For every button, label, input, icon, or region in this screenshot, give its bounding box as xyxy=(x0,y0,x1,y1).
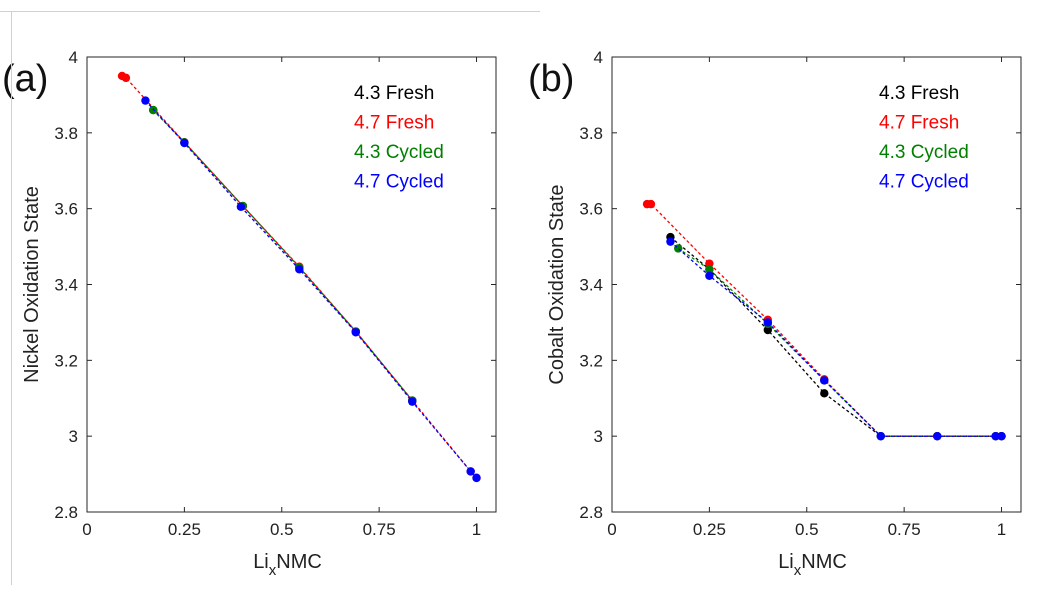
x-tick-label: 0.25 xyxy=(168,520,201,539)
y-tick-label: 4 xyxy=(594,48,603,67)
x-tick-label: 0.25 xyxy=(693,520,726,539)
x-axis-label-main: Li xyxy=(778,551,794,573)
y-tick-label: 3.8 xyxy=(54,124,78,143)
plot-frame xyxy=(611,56,1022,513)
data-point xyxy=(121,73,131,83)
left-border-line xyxy=(11,11,12,585)
x-tick-label: 0 xyxy=(82,520,91,539)
series-line xyxy=(647,203,1002,437)
y-tick-label: 3.6 xyxy=(579,200,603,219)
data-point xyxy=(933,431,942,441)
y-axis-label: Nickel Oxidation State xyxy=(21,186,43,383)
data-point xyxy=(351,328,360,337)
x-axis-label: LixNMC xyxy=(778,551,847,579)
legend-entry: 4.7 Cycled xyxy=(354,172,444,193)
y-tick-label: 2.8 xyxy=(579,503,603,522)
y-tick-label: 3.8 xyxy=(579,124,603,143)
panel-b: 0 0.25 0.5 0.75 1 2.8 3 3.2 3.4 3.6 3.8 4 LixNMC Coba… xyxy=(528,48,1022,579)
x-tick-label: 0 xyxy=(607,520,616,539)
y-tick-label: 3.2 xyxy=(54,351,78,370)
y-tick-label: 3.2 xyxy=(579,351,603,370)
x-axis-label: LixNMC xyxy=(253,551,322,579)
series-4-3-fresh xyxy=(666,232,1006,441)
data-point xyxy=(149,105,158,115)
x-axis-label-subscript: x xyxy=(794,562,802,579)
data-point xyxy=(236,202,246,211)
legend-entry: 4.3 Fresh xyxy=(354,83,434,104)
data-point xyxy=(705,271,714,280)
x-axis-label-subscript: x xyxy=(269,562,277,579)
x-axis-label-main: Li xyxy=(253,551,269,573)
data-point xyxy=(666,237,675,246)
data-point xyxy=(763,325,773,335)
data-point xyxy=(997,431,1006,441)
data-point xyxy=(820,389,829,398)
data-point xyxy=(991,431,1000,441)
y-tick-label: 3 xyxy=(594,427,603,446)
legend-entry: 4.3 Cycled xyxy=(879,142,969,163)
series-line xyxy=(121,75,477,479)
top-border-line xyxy=(0,11,540,12)
legend-entry: 4.3 Cycled xyxy=(354,142,444,163)
data-point xyxy=(295,265,304,274)
y-tick-label: 3.4 xyxy=(579,276,603,295)
x-tick-label: 1 xyxy=(997,520,1006,539)
data-point xyxy=(408,397,417,406)
plot-frame xyxy=(86,56,497,513)
panel-label: (a) xyxy=(2,58,48,100)
legend-entry: 4.7 Fresh xyxy=(879,113,959,134)
data-point xyxy=(876,431,885,441)
panel-a: 0 0.25 0.5 0.75 1 2.8 3 3.2 3.4 3.6 3.8 4 LixNMC Nick… xyxy=(2,48,497,579)
series-4-7-cycled xyxy=(666,237,1006,441)
x-tick-label: 0.75 xyxy=(888,520,921,539)
series-line xyxy=(669,236,1002,437)
legend-entry: 4.3 Fresh xyxy=(879,83,959,104)
data-point xyxy=(472,473,481,483)
data-point xyxy=(466,467,475,476)
series-line xyxy=(677,247,1002,437)
series-4-3-cycled xyxy=(674,244,1006,441)
x-tick-label: 0.5 xyxy=(795,520,819,539)
y-tick-label: 4 xyxy=(69,48,78,67)
y-tick-label: 3.6 xyxy=(54,200,78,219)
series-4-7-cycled xyxy=(141,96,481,483)
x-tick-label: 0.5 xyxy=(270,520,294,539)
series-4-7-fresh xyxy=(642,199,1006,441)
y-tick-label: 3 xyxy=(69,427,78,446)
x-axis-label-suffix: NMC xyxy=(276,551,322,573)
series-line xyxy=(144,100,477,479)
y-axis-label: Cobalt Oxidation State xyxy=(546,184,568,384)
x-tick-label: 1 xyxy=(472,520,481,539)
data-point xyxy=(705,265,714,274)
data-point xyxy=(763,318,773,327)
panel-label: (b) xyxy=(528,58,574,100)
x-axis-label-suffix: NMC xyxy=(801,551,847,573)
data-point xyxy=(180,138,189,148)
series-line xyxy=(669,241,1002,437)
data-point xyxy=(646,199,656,209)
y-tick-label: 3.4 xyxy=(54,276,78,295)
legend-entry: 4.7 Cycled xyxy=(879,172,969,193)
data-point xyxy=(141,96,150,105)
data-point xyxy=(820,376,829,385)
x-tick-label: 0.75 xyxy=(363,520,396,539)
legend-entry: 4.7 Fresh xyxy=(354,113,434,134)
y-tick-label: 2.8 xyxy=(54,503,78,522)
